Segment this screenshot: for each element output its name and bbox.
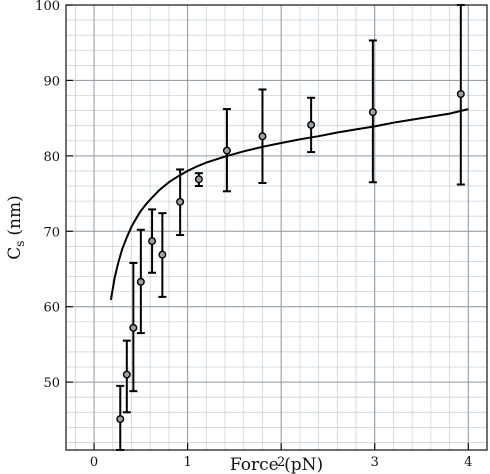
y-tick-label: 90 — [43, 74, 60, 89]
y-axis-title: Cs (nm) — [5, 195, 27, 260]
data-points-layer — [116, 4, 465, 451]
y-tick-label: 60 — [43, 301, 60, 316]
x-tick-label: 2 — [277, 455, 285, 470]
data-point — [222, 108, 231, 193]
fit-curve-layer — [109, 108, 469, 301]
data-marker — [136, 277, 145, 286]
x-tick-label: 0 — [90, 455, 98, 470]
x-tick-label: 1 — [183, 455, 191, 470]
y-tick-label: 70 — [43, 225, 60, 240]
tick-marks — [66, 4, 469, 450]
data-point — [158, 212, 167, 298]
tick-labels: 0 1 2 3 4 50 60 70 80 90 100 — [35, 0, 472, 470]
data-point — [194, 172, 203, 188]
data-point — [129, 261, 138, 393]
data-marker — [148, 237, 157, 246]
data-marker — [116, 415, 125, 424]
data-point — [258, 88, 267, 184]
x-tick-label: 4 — [464, 455, 472, 470]
data-point — [307, 96, 316, 154]
data-point — [148, 208, 157, 274]
data-marker — [122, 370, 131, 379]
data-marker — [368, 108, 377, 117]
data-marker — [258, 132, 267, 141]
y-tick-label: 100 — [35, 0, 60, 14]
y-tick-label: 50 — [43, 376, 60, 391]
data-point — [176, 168, 185, 237]
data-marker — [456, 89, 465, 98]
data-point — [368, 39, 377, 184]
data-marker — [194, 175, 203, 184]
data-marker — [158, 250, 167, 259]
data-point — [136, 228, 145, 335]
data-marker — [176, 197, 185, 206]
plot-frame — [65, 4, 488, 451]
data-marker — [222, 146, 231, 155]
data-marker — [129, 323, 138, 332]
data-point — [122, 339, 131, 414]
y-tick-label: 80 — [43, 150, 60, 165]
y-axis-title-main: C — [5, 247, 25, 260]
x-tick-label: 3 — [371, 455, 379, 470]
y-axis-title-subscript: s — [13, 241, 27, 247]
fit-curve — [109, 108, 469, 301]
y-axis-title-unit: (nm) — [5, 195, 25, 235]
data-marker — [307, 120, 316, 129]
x-axis-title: Force (pN) — [230, 455, 323, 474]
data-point — [456, 4, 465, 186]
